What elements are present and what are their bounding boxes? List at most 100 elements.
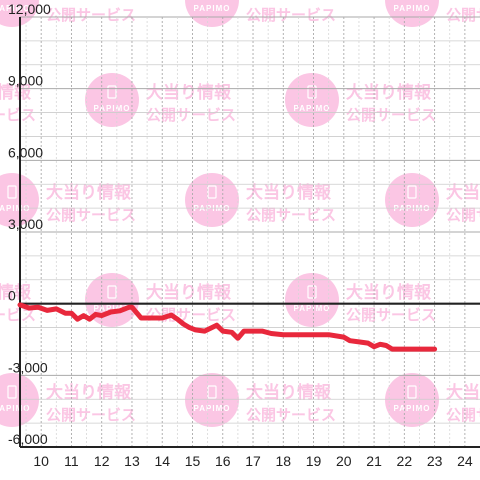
- phone-icon: [407, 385, 417, 399]
- phone-icon: [307, 285, 317, 299]
- watermark-logo-circle: [85, 73, 139, 127]
- watermark-logo-text: PAPIMO: [0, 204, 30, 213]
- watermark-line1: 大当り情報: [46, 182, 132, 203]
- x-tick-label: 24: [457, 453, 473, 469]
- watermark-logo-text: PAPIMO: [394, 404, 431, 413]
- watermark-line2: 公開サービス: [446, 406, 480, 424]
- phone-icon: [107, 285, 117, 299]
- series-line: [17, 302, 438, 352]
- watermark-line1: 大当り情報: [246, 182, 332, 203]
- watermark-logo-circle: [385, 0, 439, 27]
- y-tick-labels: -6,000 -3,000 0 3,000 6,000 9,000 12,000: [8, 1, 51, 447]
- watermark-logo-text: PAPIMO: [0, 4, 30, 13]
- y-tick-label: -3,000: [8, 359, 48, 375]
- watermark-line1: 大当り情報: [146, 82, 232, 103]
- x-tick-label: 17: [245, 453, 261, 469]
- x-tick-label: 10: [33, 453, 49, 469]
- watermark-line1: 大当り情報: [246, 0, 332, 3]
- watermark-line2: 公開サービス: [46, 206, 136, 224]
- x-tick-label: 16: [215, 453, 231, 469]
- watermark-line2: 公開サービス: [346, 306, 436, 324]
- watermark-line1: 大当り情報: [446, 382, 480, 403]
- watermark-line2: 公開サービス: [446, 206, 480, 224]
- watermark-logo-circle: [0, 0, 39, 27]
- x-tick-label: 14: [154, 453, 170, 469]
- watermark-line1: 大当り情報: [446, 182, 480, 203]
- x-tick-label: 11: [64, 453, 79, 469]
- watermark-line2: 公開サービス: [246, 206, 336, 224]
- watermark-line2: 公開サービス: [446, 6, 480, 24]
- phone-icon: [7, 385, 17, 399]
- watermark-line2: 公開サービス: [146, 106, 236, 124]
- x-tick-labels: 10 11 12 13 14 15 16 17 18 19 20 21 22 23 24: [33, 453, 472, 469]
- series-layer: [17, 302, 438, 352]
- watermark-logo-text: PAPIMO: [94, 104, 131, 113]
- watermark-line1: 大当り情報: [0, 282, 32, 303]
- watermark-line1: 大当り情報: [146, 282, 232, 303]
- watermark-logo-circle: [285, 73, 339, 127]
- y-tick-label: 6,000: [8, 144, 43, 160]
- watermark-line1: 大当り情報: [0, 82, 32, 103]
- watermark-line2: 公開サービス: [346, 106, 436, 124]
- watermark-logo-circle: [185, 173, 239, 227]
- x-tick-label: 13: [124, 453, 140, 469]
- y-tick-label: 9,000: [8, 73, 43, 89]
- watermark-logo-text: PAPIMO: [294, 104, 331, 113]
- watermark-line2: 公開サービス: [0, 106, 36, 124]
- watermark-line1: 大当り情報: [246, 382, 332, 403]
- y-tick-label: 0: [8, 288, 16, 304]
- x-tick-label: 19: [306, 453, 322, 469]
- watermark-line2: 公開サービス: [46, 6, 136, 24]
- x-tick-label: 12: [94, 453, 110, 469]
- phone-icon: [207, 185, 217, 199]
- watermark-line1: 大当り情報: [346, 82, 432, 103]
- x-tick-label: 22: [397, 453, 413, 469]
- watermark-logo-text: PAPIMO: [0, 404, 30, 413]
- phone-icon: [407, 185, 417, 199]
- phone-icon: [207, 385, 217, 399]
- x-tick-label: 18: [276, 453, 292, 469]
- watermark-line1: 大当り情報: [446, 0, 480, 3]
- watermark-line1: 大当り情報: [346, 282, 432, 303]
- watermark-logo-text: PAPIMO: [294, 304, 331, 313]
- watermark-logo-circle: [185, 373, 239, 427]
- watermark-line2: 公開サービス: [246, 6, 336, 24]
- x-tick-label: 15: [185, 453, 201, 469]
- watermark-logo-text: PAPIMO: [194, 404, 231, 413]
- phone-icon: [107, 85, 117, 99]
- watermark-logo-text: PAPIMO: [194, 4, 231, 13]
- watermark-line2: 公開サービス: [246, 406, 336, 424]
- watermark-logo-circle: [185, 0, 239, 27]
- y-tick-label: -6,000: [8, 431, 48, 447]
- y-tick-label: 3,000: [8, 216, 43, 232]
- watermark-line1: 大当り情報: [46, 382, 132, 403]
- watermark-line2: 公開サービス: [146, 306, 236, 324]
- watermark-logo-text: PAPIMO: [94, 304, 131, 313]
- watermark-line1: 大当り情報: [46, 0, 132, 3]
- watermark-logo-circle: [385, 173, 439, 227]
- x-tick-label: 21: [366, 453, 382, 469]
- x-tick-label: 23: [427, 453, 443, 469]
- phone-icon: [7, 185, 17, 199]
- phone-icon: [307, 85, 317, 99]
- watermark-logo-circle: [285, 273, 339, 327]
- watermark-line2: 公開サービス: [0, 306, 36, 324]
- watermark-logo-text: PAPIMO: [394, 4, 431, 13]
- x-tick-label: 20: [336, 453, 352, 469]
- watermark-line2: 公開サービス: [46, 406, 136, 424]
- axes: [19, 17, 480, 448]
- watermark-logo-circle: [385, 373, 439, 427]
- y-tick-label: 12,000: [8, 1, 51, 17]
